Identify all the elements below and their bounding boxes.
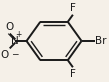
Text: −: − (11, 50, 19, 59)
Text: O: O (6, 22, 14, 32)
Text: N: N (11, 36, 19, 46)
Text: O: O (0, 50, 9, 60)
Text: +: + (15, 30, 21, 39)
Text: F: F (70, 3, 76, 13)
Text: Br: Br (95, 36, 107, 46)
Text: F: F (70, 69, 76, 79)
